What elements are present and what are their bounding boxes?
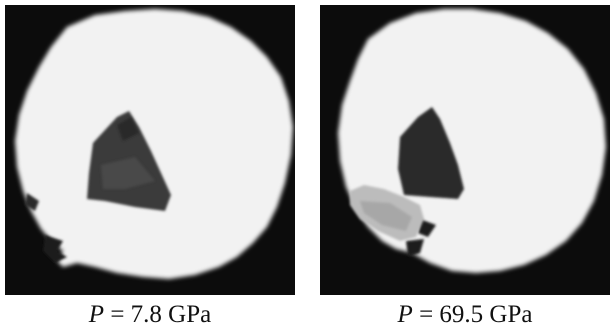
- micrograph-high-pressure-image: [320, 5, 610, 295]
- sample-chamber: [15, 9, 293, 279]
- crystal: [398, 107, 464, 199]
- pressure-symbol: P: [88, 301, 105, 328]
- caption-high-pressure: P = 69.5 GPa: [320, 300, 610, 330]
- caption-low-pressure: P = 7.8 GPa: [5, 300, 295, 330]
- pressure-value: = 69.5 GPa: [412, 301, 533, 328]
- pressure-symbol: P: [397, 301, 413, 328]
- micrograph-high-pressure: [320, 5, 610, 295]
- micrograph-low-pressure: [5, 5, 295, 295]
- pressure-value: = 7.8 GPa: [104, 301, 212, 328]
- sample-chamber: [338, 9, 606, 273]
- micrograph-low-pressure-image: [5, 5, 295, 295]
